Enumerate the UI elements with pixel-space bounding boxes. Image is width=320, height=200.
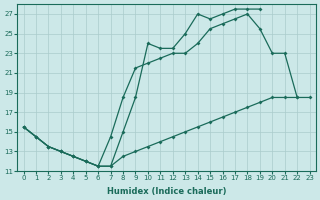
X-axis label: Humidex (Indice chaleur): Humidex (Indice chaleur) <box>107 187 226 196</box>
